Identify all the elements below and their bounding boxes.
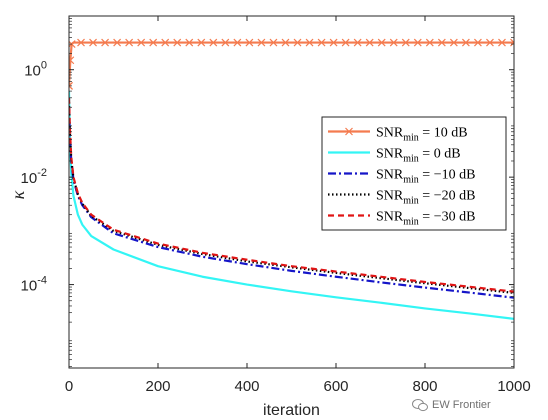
legend-label-main: SNR: [376, 126, 404, 141]
y-tick-exp: -2: [37, 167, 47, 179]
legend-label-sub: min: [403, 175, 419, 186]
series-marker-0: [486, 38, 494, 47]
series-marker-0: [498, 38, 506, 47]
series-marker-0: [437, 38, 446, 47]
x-axis-label: iteration: [263, 402, 320, 419]
legend-marker-0: [345, 127, 353, 136]
series-marker-0: [425, 38, 434, 47]
series-marker-0: [197, 38, 206, 47]
legend-label-sub: min: [403, 217, 419, 228]
y-tick-exp: -4: [37, 275, 47, 287]
series-marker-0: [377, 38, 386, 47]
legend-label-0: SNRmin = 10 dB: [376, 126, 468, 144]
series-marker-0: [389, 38, 398, 47]
x-tick-label: 1000: [497, 378, 530, 395]
plot-frame: [68, 15, 515, 369]
y-tick-label: 100: [24, 60, 47, 80]
legend-label-main: SNR: [376, 210, 404, 225]
legend-label-sub: min: [403, 133, 419, 144]
series-marker-0: [173, 38, 182, 47]
series-layer: [69, 38, 514, 320]
series-marker-0: [245, 38, 254, 47]
legend-label-rest: = 0 dB: [419, 147, 461, 162]
series-marker-0: [353, 38, 362, 47]
series-marker-0: [413, 38, 422, 47]
series-marker-0: [317, 38, 326, 47]
legend-label-sub: min: [403, 154, 419, 165]
x-tick-label: 800: [412, 378, 437, 395]
series-marker-0: [137, 38, 146, 47]
series-marker-0: [69, 81, 73, 90]
legend-label-main: SNR: [376, 168, 404, 183]
y-tick-base: 10: [24, 63, 41, 80]
legend-label-rest: = −10 dB: [419, 168, 476, 183]
legend-label-sub: min: [403, 196, 419, 207]
wechat-icon: [412, 399, 428, 412]
y-tick-label: 10-4: [21, 275, 47, 295]
series-marker-0: [77, 38, 85, 47]
series-marker-0: [449, 38, 458, 47]
series-marker-0: [305, 38, 314, 47]
x-tick-label: 600: [323, 378, 348, 395]
series-marker-0: [329, 38, 338, 47]
series-line-4: [69, 97, 514, 293]
series-marker-0: [461, 38, 470, 47]
series-marker-0: [257, 38, 266, 47]
series-marker-0: [401, 38, 410, 47]
series-line-3: [69, 102, 514, 295]
x-tick-label: 200: [145, 378, 170, 395]
series-marker-0: [149, 38, 158, 47]
legend-box: [321, 116, 507, 231]
legend-label-main: SNR: [376, 189, 404, 204]
series-line-1: [69, 91, 514, 320]
y-tick-label: 10-2: [21, 167, 47, 187]
legend-label-4: SNRmin = −30 dB: [376, 210, 475, 228]
series-marker-0: [269, 38, 278, 47]
series-marker-0: [233, 38, 242, 47]
series-marker-0: [161, 38, 170, 47]
legend-label-3: SNRmin = −20 dB: [376, 189, 475, 207]
legend-label-rest: = −30 dB: [419, 210, 476, 225]
watermark: EW Frontier: [412, 399, 491, 412]
y-tick-base: 10: [21, 278, 38, 295]
x-tick-label: 400: [234, 378, 259, 395]
series-marker-0: [293, 38, 302, 47]
legend-label-rest: = −20 dB: [419, 189, 476, 204]
series-marker-0: [281, 38, 290, 47]
y-tick-base: 10: [21, 170, 38, 187]
series-marker-0: [89, 38, 97, 47]
series-marker-0: [113, 38, 122, 47]
series-marker-0: [510, 38, 514, 47]
series-marker-0: [221, 38, 230, 47]
legend-label-1: SNRmin = 0 dB: [376, 147, 461, 165]
y-axis-label: κ: [8, 190, 28, 199]
watermark-text: EW Frontier: [432, 399, 491, 411]
series-marker-0: [69, 56, 75, 65]
series-marker-0: [365, 38, 374, 47]
y-tick-exp: 0: [41, 60, 47, 72]
legend-label-rest: = 10 dB: [419, 126, 468, 141]
legend-label-2: SNRmin = −10 dB: [376, 168, 475, 186]
series-marker-0: [185, 38, 194, 47]
series-marker-0: [209, 38, 218, 47]
series-marker-0: [341, 38, 350, 47]
series-marker-0: [473, 38, 482, 47]
x-tick-label: 0: [65, 378, 73, 395]
legend-label-main: SNR: [376, 147, 404, 162]
series-marker-0: [125, 38, 134, 47]
series-marker-0: [101, 38, 110, 47]
